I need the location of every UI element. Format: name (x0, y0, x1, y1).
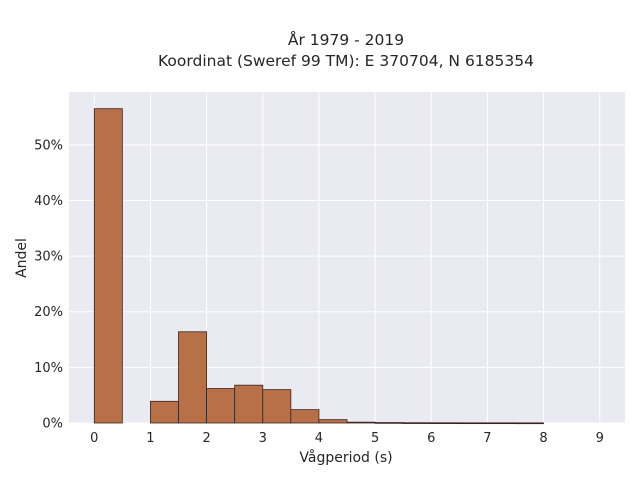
histogram-bar (290, 409, 320, 424)
histogram-bar (346, 421, 376, 424)
x-tick-label: 0 (90, 431, 98, 446)
y-tick-label: 0% (42, 417, 63, 432)
y-tick-label: 10% (34, 361, 63, 376)
plot-area (69, 92, 625, 423)
histogram-bar (206, 388, 236, 424)
histogram-bar (234, 384, 264, 424)
x-tick-label: 6 (427, 431, 435, 446)
x-tick-label: 1 (146, 431, 154, 446)
histogram-bar (515, 422, 544, 425)
x-tick-label: 9 (596, 431, 604, 446)
y-tick-label: 50% (34, 138, 63, 153)
x-tick-label: 5 (371, 431, 379, 446)
chart-title-line2: Koordinat (Sweref 99 TM): E 370704, N 61… (158, 52, 534, 70)
y-tick-label: 40% (34, 194, 63, 209)
y-axis-ticks: 0% 10% 20% 30% 40% 50% (34, 138, 63, 431)
chart-title-line1: År 1979 - 2019 (288, 30, 404, 49)
histogram-bar (262, 389, 292, 424)
histogram-bar (178, 331, 207, 424)
histogram-bar (402, 422, 432, 424)
x-tick-label: 7 (483, 431, 491, 446)
histogram-bar (93, 108, 123, 424)
histogram-bar (487, 422, 516, 425)
y-tick-label: 20% (34, 305, 63, 320)
x-tick-label: 2 (202, 431, 210, 446)
histogram-bar (458, 422, 488, 425)
x-tick-label: 4 (315, 431, 323, 446)
y-tick-label: 30% (34, 250, 63, 265)
x-axis-label: Vågperiod (s) (299, 449, 392, 466)
y-axis-label: Andel (14, 238, 30, 278)
histogram-bar (150, 400, 179, 424)
x-tick-label: 3 (259, 431, 267, 446)
x-tick-label: 8 (539, 431, 547, 446)
x-axis-ticks: 0 1 2 3 4 5 6 7 8 9 (90, 431, 604, 446)
histogram-bar (318, 419, 348, 424)
histogram-bar (374, 422, 404, 424)
histogram-bar (430, 422, 460, 424)
histogram-bars (93, 108, 544, 425)
